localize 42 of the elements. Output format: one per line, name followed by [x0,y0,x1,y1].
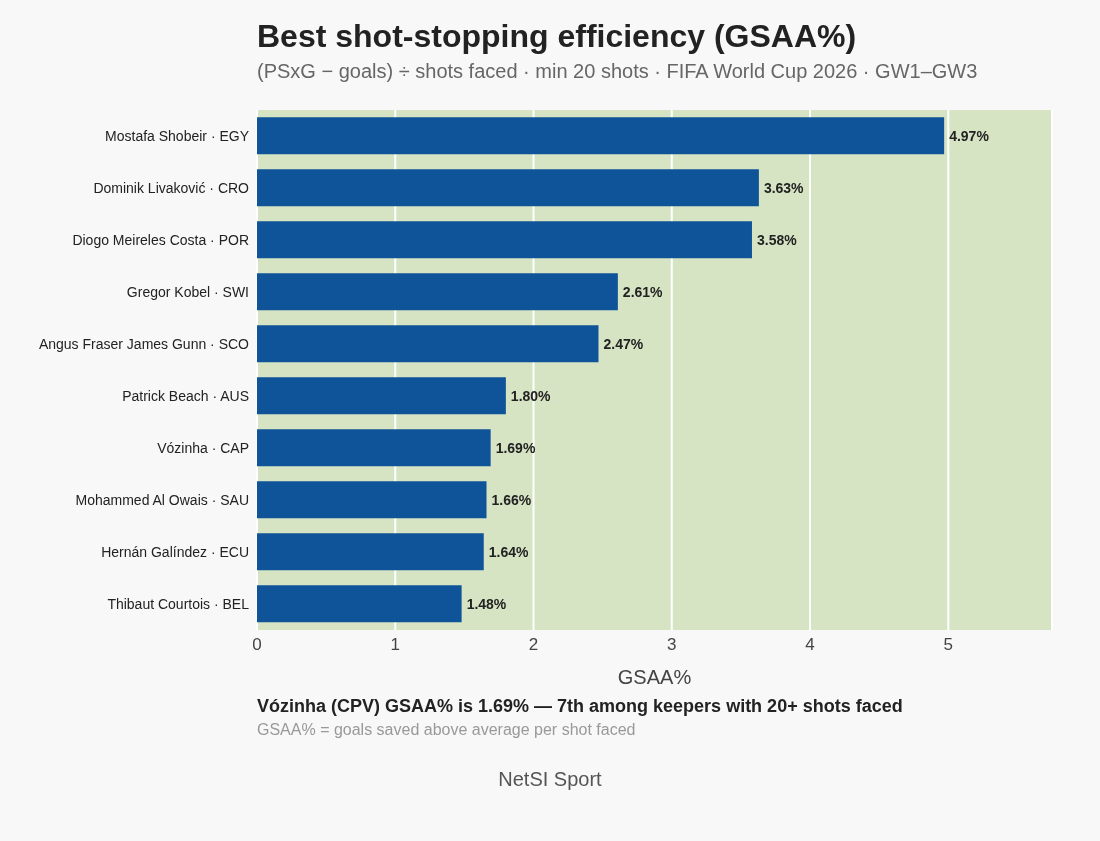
text: GSAA% = goals saved above average per shot faced [257,721,636,739]
x-tick-label: 0 [252,635,262,655]
data-label: 1.64% [488,543,529,560]
data-label: 3.58% [756,231,798,248]
bar [257,481,487,519]
x-tick-label: 3 [667,635,677,655]
data-label: 3.63% [763,179,805,196]
data-label: 2.47% [603,335,644,352]
data-label: 1.48% [466,595,507,612]
y-tick-label: Dominik Livaković · CRO [93,179,250,196]
x-tick-label: 4 [805,635,815,655]
chart-subtitle: (PSxG − goals) ÷ shots faced · min 20 shots · FIFA World Cup 2026 · GW1–GW3 [257,60,978,83]
bar [257,325,599,363]
y-tick-label: Patrick Beach · AUS [122,387,249,404]
data-label: 1.69% [495,439,536,456]
x-tick-label: 2 [528,635,539,655]
x-tick-label: 1 [390,635,400,655]
bar [257,429,491,467]
y-tick-label: Thibaut Courtois · BEL [107,595,250,612]
data-label: 1.66% [491,491,532,508]
bar [257,169,759,207]
y-tick-label: Gregor Kobel · SWI [126,283,249,300]
text: Vózinha (CPV) GSAA% is 1.69% — 7th among keepers with 20+ shots faced [257,696,903,717]
text: NetSI Sport [497,768,603,791]
bar [257,585,462,623]
y-tick-label: Mostafa Shobeir · EGY [105,127,250,144]
x-axis-title: GSAA% [617,666,692,688]
y-tick-label: Angus Fraser James Gunn · SCO [38,335,250,352]
bar [257,377,506,415]
data-label: 4.97% [949,127,990,144]
chart-title: Best shot-stopping efficiency (GSAA%) [257,18,857,55]
bar [257,221,752,259]
data-label: 1.80% [510,387,552,404]
bar [257,273,618,311]
y-tick-label: Hernán Galíndez · ECU [101,543,249,560]
data-label: 2.61% [622,283,664,300]
y-tick-label: Mohammed Al Owais · SAU [75,491,249,508]
y-tick-label: Vózinha · CAP [157,439,249,456]
x-tick-label: 5 [943,635,954,655]
bar [257,117,945,155]
bar [257,533,484,571]
y-tick-label: Diogo Meireles Costa · POR [72,231,249,248]
